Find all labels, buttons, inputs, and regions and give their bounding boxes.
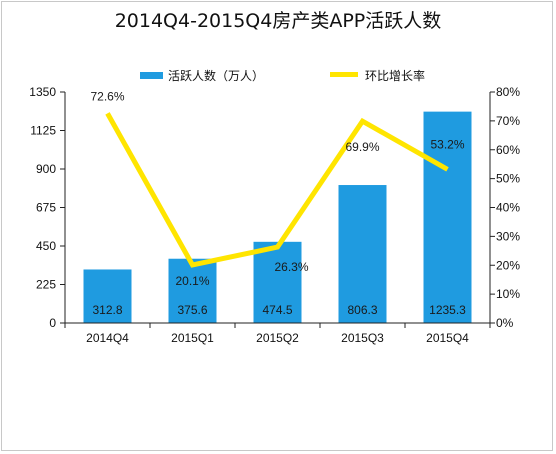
bar-value-label: 474.5: [262, 303, 292, 317]
y-right-tick-label: 10%: [496, 287, 520, 301]
y-right-tick-label: 40%: [496, 201, 520, 215]
bar: [253, 241, 302, 323]
y-left-tick-label: 900: [36, 162, 56, 176]
line-value-label: 26.3%: [274, 260, 308, 274]
x-tick-label: 2015Q2: [256, 331, 299, 345]
y-right-tick-label: 60%: [496, 143, 520, 157]
legend-swatch-line: [330, 72, 358, 77]
line-value-label: 53.2%: [430, 137, 464, 151]
chart-title: 2014Q4-2015Q4房产类APP活跃人数: [114, 10, 442, 32]
bar-value-label: 806.3: [347, 303, 377, 317]
bar: [168, 258, 217, 323]
legend-label-line: 环比增长率: [365, 68, 425, 83]
y-right-tick-label: 20%: [496, 258, 520, 272]
y-right-tick-label: 50%: [496, 172, 520, 186]
bar: [83, 269, 132, 323]
y-left-tick-label: 1125: [30, 124, 56, 138]
y-right-tick-label: 0%: [496, 316, 514, 330]
y-right-tick-label: 30%: [496, 229, 520, 243]
x-tick-label: 2014Q4: [86, 331, 129, 345]
y-left-tick-label: 1350: [29, 85, 56, 99]
bar-value-label: 1235.3: [429, 303, 466, 317]
y-left-tick-label: 225: [36, 278, 56, 292]
y-left-tick-label: 450: [36, 239, 56, 253]
bar: [423, 111, 472, 324]
y-left-tick-label: 0: [49, 316, 56, 330]
line-value-label: 69.9%: [345, 140, 379, 154]
bar-value-label: 375.6: [177, 303, 207, 317]
y-right-tick-label: 80%: [496, 85, 520, 99]
x-tick-label: 2015Q3: [341, 331, 384, 345]
line-value-label: 72.6%: [90, 89, 124, 103]
line-value-label: 20.1%: [175, 274, 209, 288]
bar-value-label: 312.8: [92, 303, 122, 317]
x-tick-label: 2015Q1: [171, 331, 214, 345]
legend-label-bar: 活跃人数（万人）: [168, 68, 264, 83]
legend-swatch-bar: [140, 72, 163, 79]
y-left-tick-label: 675: [36, 201, 56, 215]
bar: [338, 185, 387, 323]
y-right-tick-label: 70%: [496, 114, 520, 128]
x-tick-label: 2015Q4: [426, 331, 469, 345]
